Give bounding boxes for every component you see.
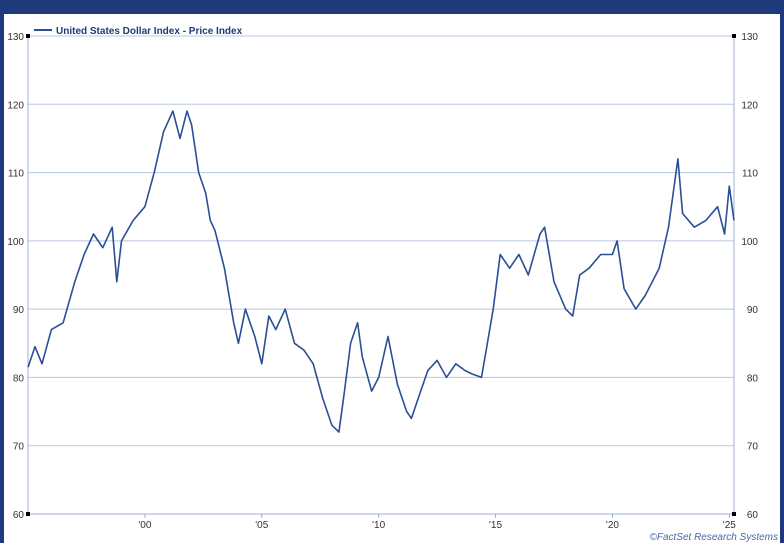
y-tick-label-left: 120 — [7, 100, 24, 111]
y-tick-labels: 60 60 70 70 80 80 90 90 100 100 110 110 120 120 130 130 — [7, 32, 758, 521]
x-tick-label: '05 — [255, 520, 268, 531]
series-line — [27, 110, 735, 433]
left-edge-mark-bottom — [0, 360, 4, 366]
legend-label: United States Dollar Index - Price Index — [56, 26, 243, 37]
y-tick-label-left: 70 — [13, 442, 25, 453]
y-tick-label-left: 80 — [13, 373, 25, 384]
y-tick-label-right: 120 — [741, 100, 758, 111]
x-tick-labels: '00 '05 '10 '15 '20 '25 — [138, 514, 736, 531]
chart-panel — [4, 14, 780, 543]
x-tick-label: '00 — [138, 520, 151, 531]
corner-markers — [26, 34, 736, 516]
y-tick-label-right: 130 — [741, 32, 758, 43]
corner-marker — [26, 34, 30, 38]
y-tick-label-right: 80 — [747, 373, 759, 384]
x-tick-label: '20 — [606, 520, 619, 531]
grid-lines — [28, 35, 734, 447]
left-edge-mark-top — [0, 44, 4, 50]
y-tick-label-left: 100 — [7, 237, 24, 248]
y-tick-label-left: 130 — [7, 32, 24, 43]
top-border — [0, 0, 784, 14]
y-tick-label-left: 60 — [13, 510, 25, 521]
y-tick-label-right: 90 — [747, 305, 759, 316]
y-tick-label-right: 60 — [747, 510, 759, 521]
y-tick-label-right: 100 — [741, 237, 758, 248]
y-tick-label-right: 70 — [747, 442, 759, 453]
corner-marker — [732, 512, 736, 516]
x-tick-label: '10 — [372, 520, 385, 531]
y-tick-label-left: 90 — [13, 305, 25, 316]
x-tick-label: '15 — [489, 520, 502, 531]
legend: United States Dollar Index - Price Index — [34, 26, 243, 37]
corner-marker — [732, 34, 736, 38]
x-tick-label: '25 — [723, 520, 736, 531]
corner-marker — [26, 512, 30, 516]
y-tick-label-left: 110 — [8, 169, 24, 180]
y-tick-label-right: 110 — [742, 169, 758, 180]
source-credit: ©FactSet Research Systems — [649, 532, 778, 543]
